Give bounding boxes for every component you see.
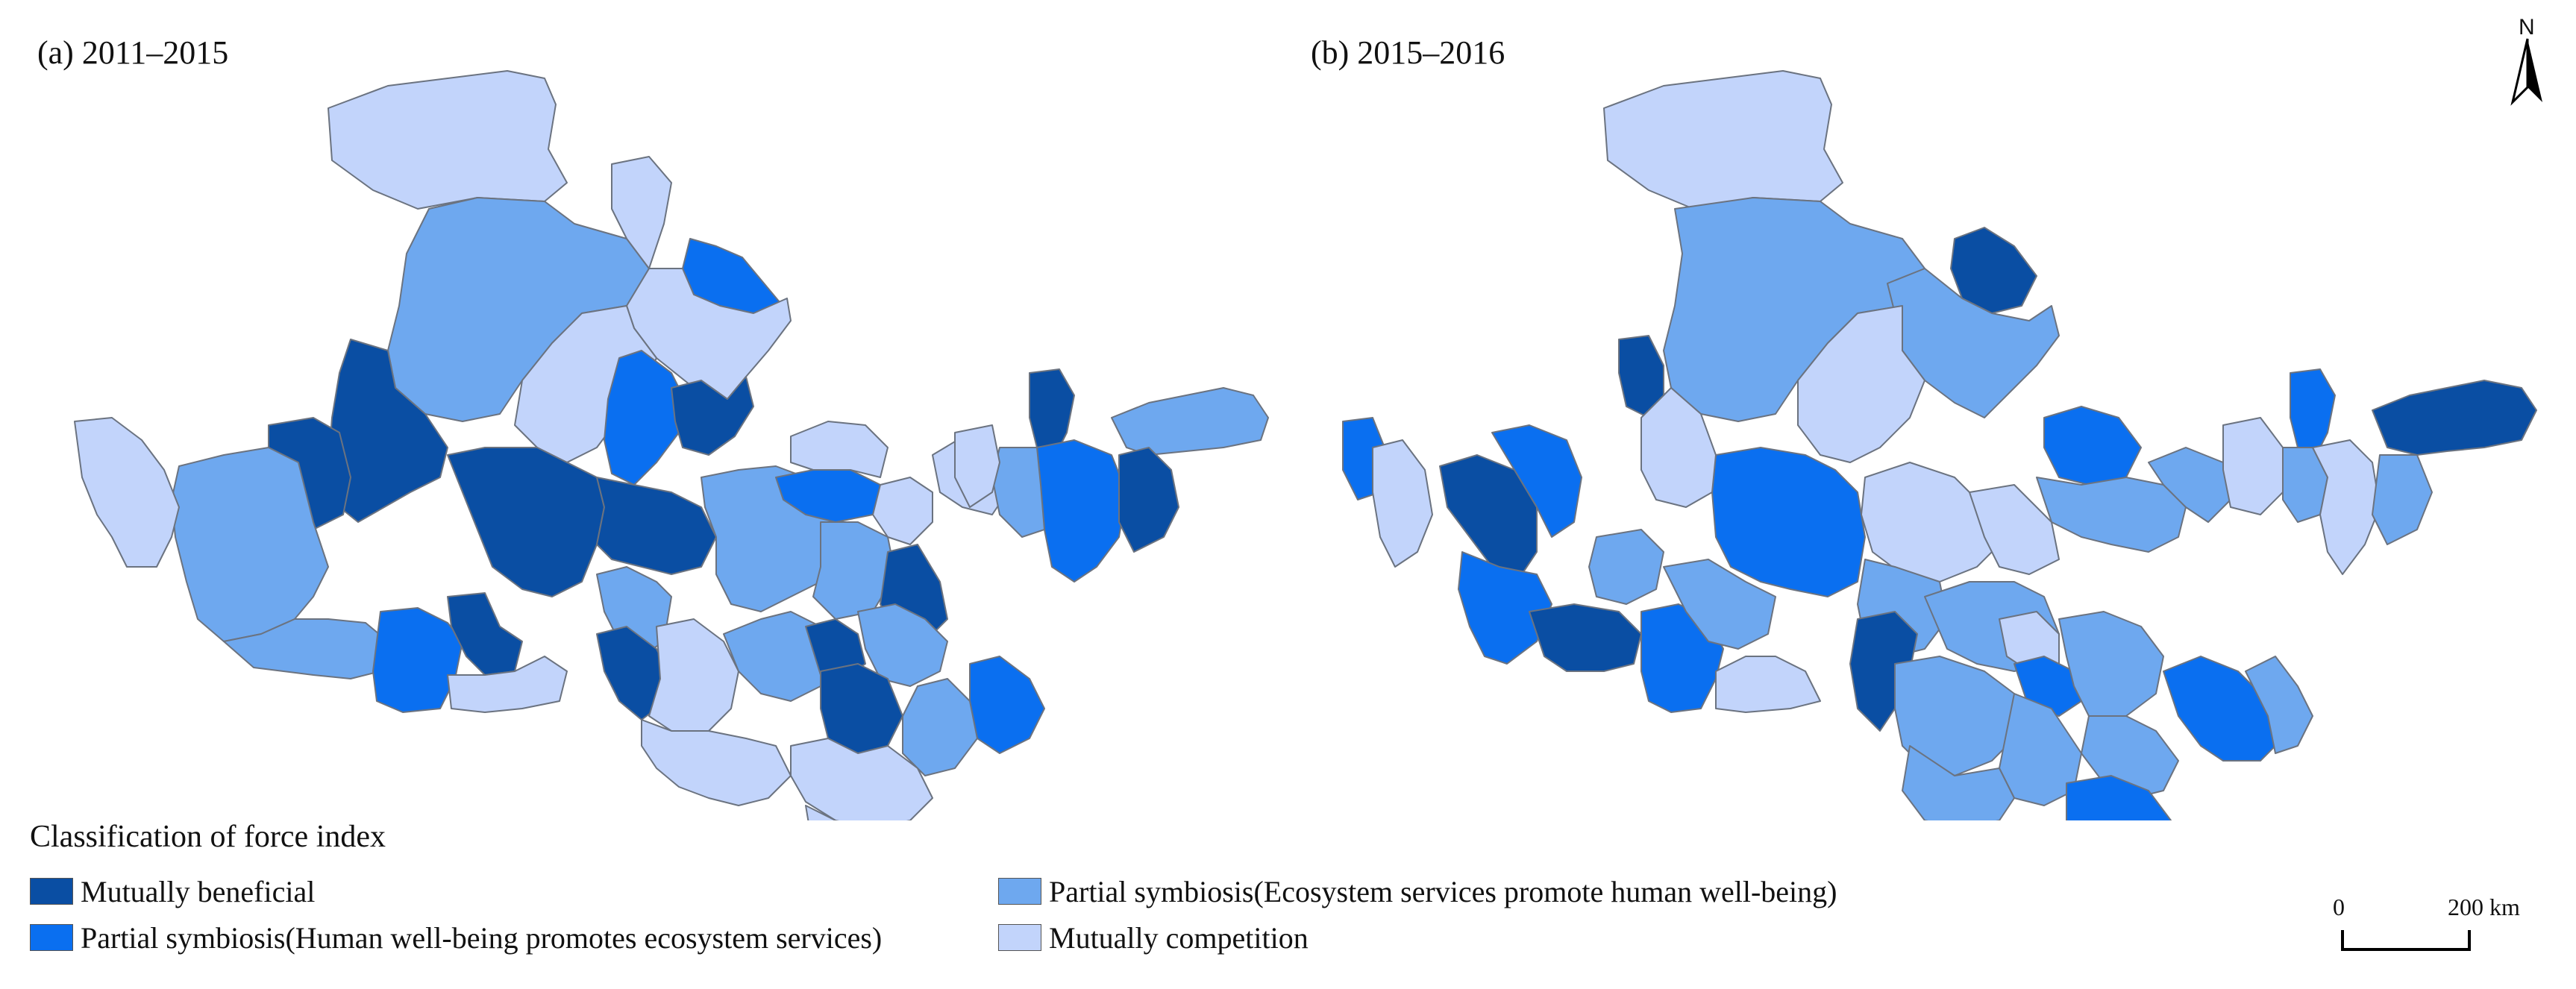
scale-bar bbox=[2341, 930, 2471, 951]
map-b-region bbox=[1969, 484, 2060, 575]
map-a-region bbox=[372, 607, 463, 713]
map-a-region bbox=[1118, 447, 1179, 553]
legend-swatch bbox=[30, 878, 73, 905]
north-arrow-icon bbox=[2510, 38, 2542, 106]
map-a-region bbox=[447, 656, 568, 713]
map-b-region bbox=[1999, 693, 2082, 806]
map-b-region bbox=[2312, 439, 2381, 575]
map-b-region bbox=[1950, 227, 2037, 314]
map-b-region bbox=[1529, 603, 1642, 672]
map-a-region bbox=[596, 477, 717, 575]
legend-item-partial-symbiosis-hw: Partial symbiosis(Human well-being promo… bbox=[30, 919, 882, 956]
legend-label: Partial symbiosis(Ecosystem services pro… bbox=[1049, 874, 1837, 908]
map-b-region bbox=[2043, 406, 2142, 486]
legend-title: Classification of force index bbox=[30, 820, 386, 854]
map-b-region bbox=[1603, 70, 1843, 210]
map-b-region bbox=[1861, 462, 2000, 583]
map-a-region bbox=[805, 805, 838, 820]
map-b-region bbox=[1439, 454, 1538, 575]
map-a-region bbox=[328, 70, 568, 210]
map-b-region bbox=[1894, 656, 2022, 776]
map-b-region bbox=[2372, 380, 2537, 456]
map-b-region bbox=[1588, 529, 1664, 605]
map-b-region bbox=[1640, 387, 1717, 508]
map-b-region bbox=[1491, 424, 1582, 538]
legend: Classification of force index Mutually b… bbox=[30, 819, 2044, 968]
map-b-region bbox=[1797, 305, 1925, 463]
map-b-region bbox=[2245, 656, 2313, 754]
map-a-region bbox=[648, 618, 739, 732]
legend-swatch bbox=[998, 878, 1041, 905]
map-b-region bbox=[1902, 745, 2015, 820]
panel-a-title: (a) 2011–2015 bbox=[37, 34, 229, 71]
map-a-region bbox=[74, 417, 180, 568]
map-a-region bbox=[857, 603, 948, 687]
panel-b-title: (b) 2015–2016 bbox=[1311, 34, 1505, 71]
map-b-region bbox=[2036, 477, 2187, 553]
map-b-region bbox=[2148, 447, 2231, 523]
legend-swatch bbox=[30, 924, 73, 951]
map-panel-b bbox=[1342, 70, 2537, 820]
map-a-region bbox=[671, 376, 754, 456]
map-a-region bbox=[604, 350, 687, 486]
map-a-region bbox=[902, 678, 978, 776]
map-b-region bbox=[2058, 611, 2164, 717]
map-a-region bbox=[1036, 439, 1127, 583]
map-panel-a bbox=[74, 70, 1269, 820]
map-a-region bbox=[790, 421, 889, 478]
map-b-region bbox=[1711, 447, 1866, 597]
map-b-region bbox=[1715, 656, 1821, 713]
maps-layer bbox=[74, 70, 2537, 820]
legend-label: Mutually beneficial bbox=[81, 874, 316, 908]
map-a-region bbox=[447, 447, 605, 597]
legend-item-partial-symbiosis-es: Partial symbiosis(Ecosystem services pro… bbox=[998, 873, 1837, 910]
north-label: N bbox=[2519, 15, 2535, 40]
map-a-region bbox=[954, 424, 1000, 508]
scale-start-label: 0 bbox=[2333, 894, 2345, 920]
map-b-region bbox=[1663, 559, 1776, 650]
map-a-region bbox=[1111, 387, 1269, 456]
map-b-region bbox=[1372, 439, 1433, 568]
map-a-region bbox=[790, 738, 933, 820]
map-b-region bbox=[2372, 454, 2433, 545]
scale-end-label: 200 km bbox=[2448, 894, 2520, 920]
map-b-region bbox=[2066, 775, 2172, 820]
legend-swatch bbox=[998, 924, 1041, 951]
legend-item-mutually-beneficial: Mutually beneficial bbox=[30, 873, 315, 910]
map-a-region bbox=[328, 339, 448, 523]
map-a-region bbox=[969, 656, 1045, 754]
map-b-region bbox=[2222, 417, 2284, 515]
map-a-region bbox=[611, 156, 672, 269]
legend-item-mutually-competition: Mutually competition bbox=[998, 919, 1309, 956]
map-b-region bbox=[2163, 656, 2284, 762]
legend-label: Mutually competition bbox=[1049, 920, 1309, 955]
map-a-region bbox=[872, 477, 933, 545]
map-b-region bbox=[1458, 551, 1552, 665]
map-a-region bbox=[641, 719, 792, 806]
legend-label: Partial symbiosis(Human well-being promo… bbox=[81, 920, 883, 955]
